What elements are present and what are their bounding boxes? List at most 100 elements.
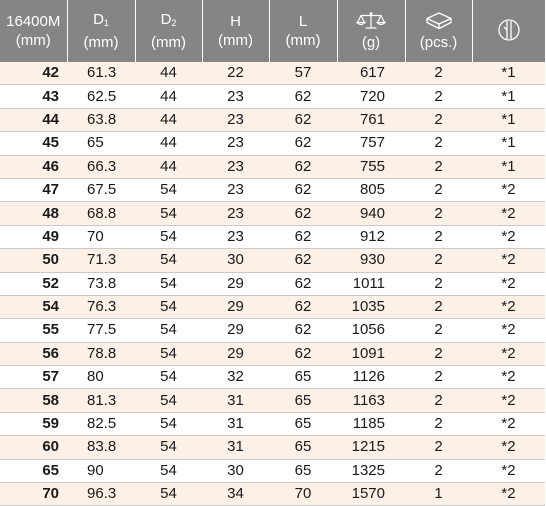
cell-size: 49 — [0, 225, 67, 250]
box-icon — [406, 11, 472, 31]
cell-d1: 66.3 — [67, 155, 135, 179]
cell-h: 22 — [202, 62, 269, 86]
cell-weight: 1325 — [337, 459, 405, 484]
header-d2-sub: 2 — [171, 18, 177, 28]
cell-pcs: 2 — [405, 342, 472, 367]
header-pack: (pcs.) — [405, 0, 473, 62]
cell-weight: 755 — [337, 155, 405, 179]
cell-size: 70 — [0, 482, 67, 506]
cell-pcs: 2 — [405, 459, 472, 484]
cell-d1: 78.8 — [67, 342, 135, 367]
table-row: 49 70 54 23 62 912 2 *2 — [0, 225, 545, 250]
cell-l: 62 — [269, 108, 337, 133]
cell-d2: 44 — [135, 155, 202, 179]
cell-h: 30 — [202, 459, 269, 484]
cell-pcs: 2 — [405, 108, 472, 133]
table-row: 58 81.3 54 31 65 1163 2 *2 — [0, 388, 545, 413]
cell-d1: 76.3 — [67, 295, 135, 320]
header-d2: D2 (mm) — [135, 0, 203, 62]
cell-pcs: 1 — [405, 482, 472, 506]
cell-note: *1 — [472, 155, 545, 179]
header-l-unit: (mm) — [285, 32, 321, 49]
cell-note: *2 — [472, 295, 545, 320]
cell-d1: 82.5 — [67, 412, 135, 437]
cell-d1: 73.8 — [67, 272, 135, 296]
table-row: 59 82.5 54 31 65 1185 2 *2 — [0, 412, 545, 437]
cell-l: 65 — [269, 388, 337, 413]
cell-size: 45 — [0, 131, 67, 156]
cell-pcs: 2 — [405, 62, 472, 86]
cell-d1: 62.5 — [67, 84, 135, 109]
cell-size: 54 — [0, 295, 67, 320]
cell-size: 55 — [0, 318, 67, 343]
cell-size: 60 — [0, 435, 67, 460]
cell-h: 23 — [202, 131, 269, 156]
cell-note: *1 — [472, 62, 545, 86]
cell-note: *1 — [472, 131, 545, 156]
table-body: 42 61.3 44 22 57 617 2 *1 43 62.5 44 23 62 720 2 *1 44 63… — [0, 62, 545, 506]
cell-d2: 54 — [135, 318, 202, 343]
cell-d2: 44 — [135, 108, 202, 133]
cell-pcs: 2 — [405, 365, 472, 390]
cell-d1: 63.8 — [67, 108, 135, 133]
cell-d1: 65 — [67, 131, 135, 156]
cell-d2: 54 — [135, 178, 202, 203]
cell-note: *2 — [472, 178, 545, 203]
cell-pcs: 2 — [405, 155, 472, 179]
cell-l: 62 — [269, 84, 337, 109]
table-row: 44 63.8 44 23 62 761 2 *1 — [0, 108, 545, 133]
cell-l: 62 — [269, 248, 337, 273]
cell-size: 48 — [0, 201, 67, 226]
cell-weight: 757 — [337, 131, 405, 156]
header-note — [472, 0, 545, 62]
cell-pcs: 2 — [405, 388, 472, 413]
cell-h: 34 — [202, 482, 269, 506]
header-d1-unit: (mm) — [83, 34, 119, 51]
header-d1-letter: D — [93, 11, 104, 28]
header-d1-sub: 1 — [103, 18, 109, 28]
cell-d1: 61.3 — [67, 62, 135, 86]
cell-l: 65 — [269, 435, 337, 460]
cell-note: *2 — [472, 435, 545, 460]
table-row: 47 67.5 54 23 62 805 2 *2 — [0, 178, 545, 203]
cell-l: 62 — [269, 178, 337, 203]
cell-weight: 1185 — [337, 412, 405, 437]
cell-d2: 44 — [135, 62, 202, 86]
cell-d2: 44 — [135, 84, 202, 109]
cell-pcs: 2 — [405, 225, 472, 250]
table-row: 56 78.8 54 29 62 1091 2 *2 — [0, 342, 545, 367]
cell-d2: 44 — [135, 131, 202, 156]
cell-size: 57 — [0, 365, 67, 390]
cell-d1: 71.3 — [67, 248, 135, 273]
cell-d1: 70 — [67, 225, 135, 250]
table-row: 60 83.8 54 31 65 1215 2 *2 — [0, 435, 545, 460]
cell-d2: 54 — [135, 295, 202, 320]
cell-pcs: 2 — [405, 435, 472, 460]
cell-l: 62 — [269, 201, 337, 226]
cell-weight: 617 — [337, 62, 405, 86]
cell-pcs: 2 — [405, 272, 472, 296]
scale-icon — [338, 11, 405, 31]
cell-note: *2 — [472, 365, 545, 390]
cell-weight: 912 — [337, 225, 405, 250]
header-l-letter: L — [298, 13, 308, 30]
cell-note: *1 — [472, 108, 545, 133]
cell-d2: 54 — [135, 412, 202, 437]
cell-weight: 940 — [337, 201, 405, 226]
cell-l: 62 — [269, 131, 337, 156]
cell-size: 58 — [0, 388, 67, 413]
cell-weight: 1570 — [337, 482, 405, 506]
header-weight: (g) — [337, 0, 406, 62]
cell-h: 23 — [202, 84, 269, 109]
table-row: 52 73.8 54 29 62 1011 2 *2 — [0, 272, 545, 296]
cell-d2: 54 — [135, 225, 202, 250]
cell-size: 47 — [0, 178, 67, 203]
cell-d2: 54 — [135, 201, 202, 226]
cell-d1: 96.3 — [67, 482, 135, 506]
cell-pcs: 2 — [405, 131, 472, 156]
cell-note: *2 — [472, 412, 545, 437]
cell-size: 65 — [0, 459, 67, 484]
cell-d2: 54 — [135, 388, 202, 413]
